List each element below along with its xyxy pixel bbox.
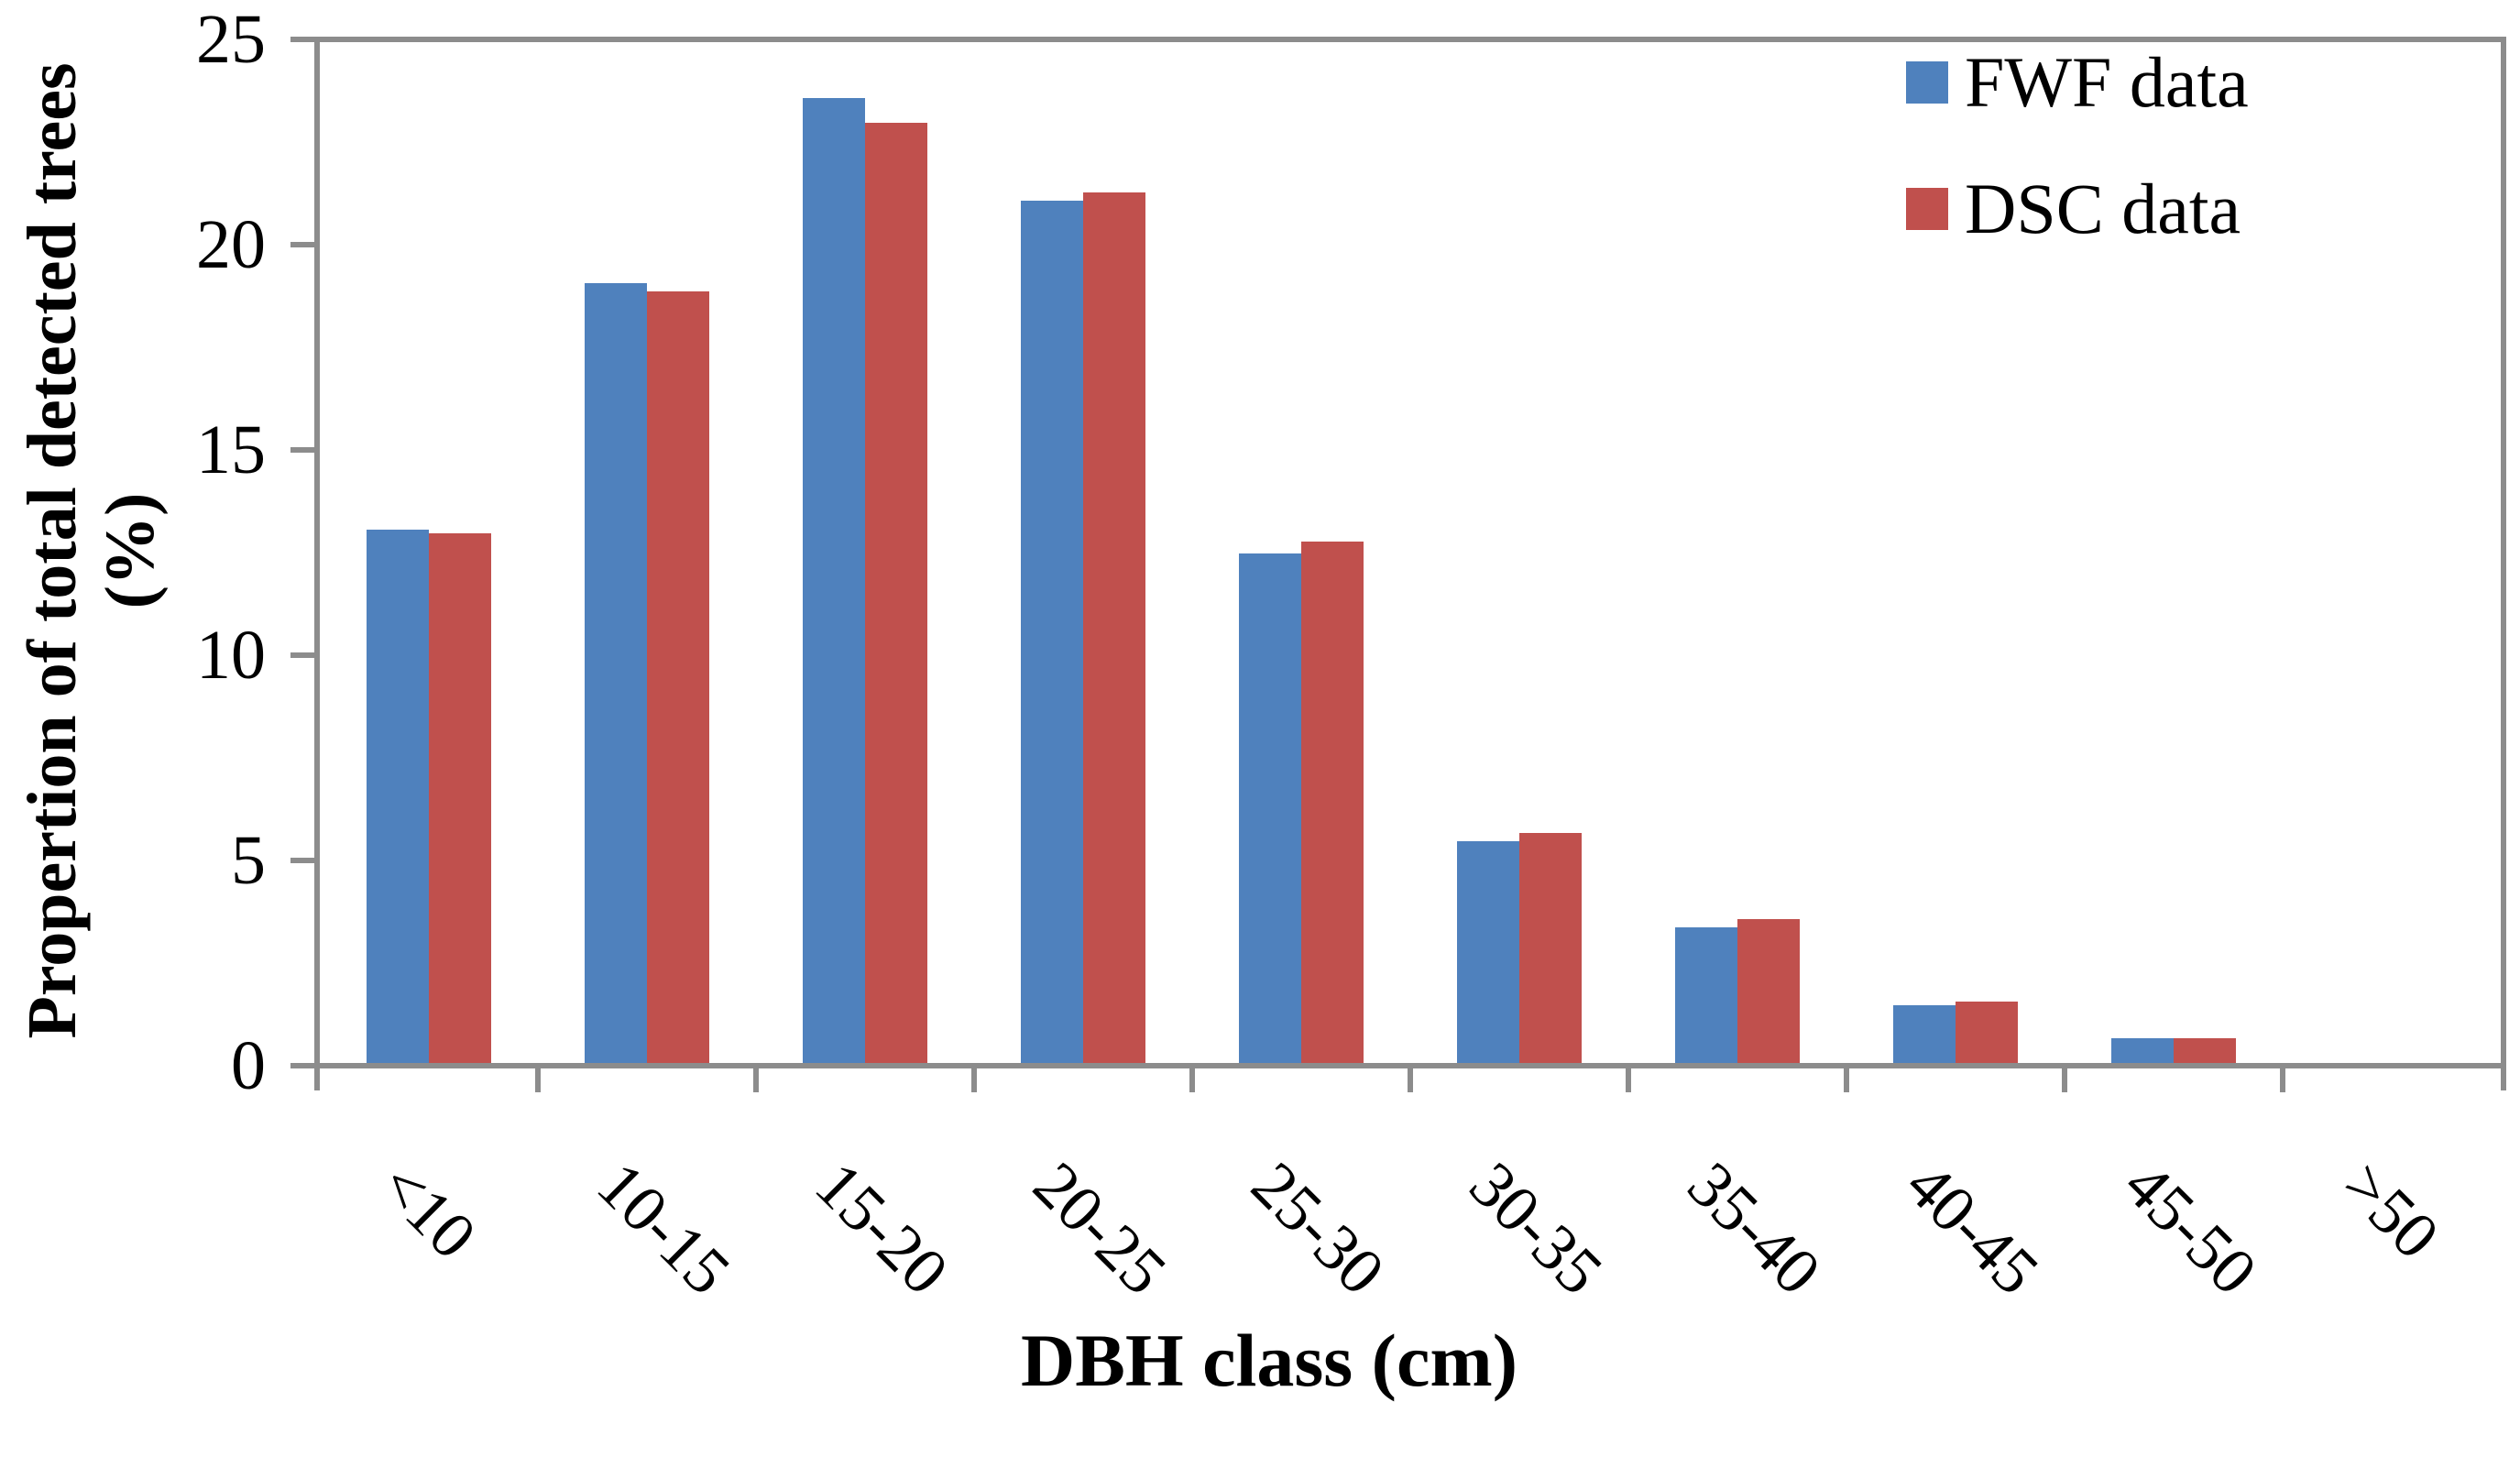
bar-fwf-45-50 (2111, 1038, 2174, 1063)
x-tick-label: >50 (2328, 1147, 2453, 1273)
x-tick-label: 35-40 (1673, 1147, 1835, 1309)
bar-dsc-35-40 (1737, 919, 1800, 1063)
x-tick-label: 20-25 (1019, 1147, 1181, 1309)
y-tick-label: 15 (196, 411, 266, 488)
bar-dsc-45-50 (2174, 1038, 2236, 1063)
legend-label-fwf: FWF data (1965, 42, 2249, 122)
bar-fwf-35-40 (1675, 927, 1737, 1063)
x-tick (535, 1068, 541, 1092)
x-tick-label: <10 (365, 1147, 490, 1273)
x-tick (2062, 1068, 2067, 1092)
y-tick (290, 652, 314, 658)
bar-fwf-30-35 (1457, 841, 1519, 1063)
x-tick (1189, 1068, 1195, 1092)
y-axis-title: Propertion of total detected trees (%) (14, 62, 170, 1038)
bar-dsc-15-20 (865, 123, 927, 1063)
x-tick (1844, 1068, 1849, 1092)
bar-fwf-15-20 (803, 98, 865, 1063)
x-tick (1626, 1068, 1631, 1092)
bar-fwf-10-15 (585, 283, 647, 1063)
bar-fwf-<10 (367, 530, 429, 1063)
x-tick-label: 45-50 (2109, 1147, 2272, 1309)
y-tick-label: 5 (231, 822, 266, 899)
y-axis-title-line1: Propertion of total detected trees (13, 62, 91, 1039)
bar-dsc-<10 (429, 533, 491, 1063)
bar-fwf-40-45 (1893, 1005, 1956, 1063)
x-tick-label: 40-45 (1891, 1147, 2054, 1309)
x-axis-title: DBH class (cm) (1020, 1319, 1518, 1402)
x-tick-label: 25-30 (1237, 1147, 1399, 1309)
bar-dsc-10-15 (647, 291, 709, 1063)
y-tick (290, 447, 314, 453)
x-tick-label: 30-35 (1455, 1147, 1617, 1309)
y-tick (290, 858, 314, 863)
y-tick (290, 37, 314, 42)
x-tick (1408, 1068, 1413, 1092)
y-tick-label: 20 (196, 206, 266, 283)
x-tick-label: 10-15 (583, 1147, 745, 1309)
y-axis-title-line2: (%) (92, 492, 169, 609)
y-tick-label: 25 (196, 1, 266, 78)
y-tick-label: 10 (196, 617, 266, 694)
y-tick (290, 242, 314, 247)
bar-dsc-30-35 (1519, 833, 1582, 1063)
bar-dsc-25-30 (1301, 542, 1364, 1063)
legend-item-dsc: DSC data (1906, 169, 2241, 248)
plot-frame-right (2501, 37, 2506, 1090)
y-axis-line (314, 37, 320, 1090)
legend-label-dsc: DSC data (1965, 169, 2241, 248)
bar-dsc-20-25 (1083, 192, 1145, 1063)
y-tick-label: 0 (231, 1027, 266, 1104)
x-tick-label: 15-20 (801, 1147, 963, 1309)
legend-swatch-fwf (1906, 61, 1948, 104)
y-tick (290, 1063, 314, 1068)
bar-fwf-20-25 (1021, 201, 1083, 1063)
legend-item-fwf: FWF data (1906, 42, 2249, 122)
bar-dsc-40-45 (1956, 1002, 2018, 1063)
plot-frame-top (314, 37, 2506, 42)
legend-swatch-dsc (1906, 188, 1948, 230)
x-tick (2280, 1068, 2285, 1092)
bar-fwf-25-30 (1239, 553, 1301, 1063)
x-axis-line (290, 1063, 2506, 1068)
x-tick (971, 1068, 977, 1092)
x-tick (753, 1068, 759, 1092)
